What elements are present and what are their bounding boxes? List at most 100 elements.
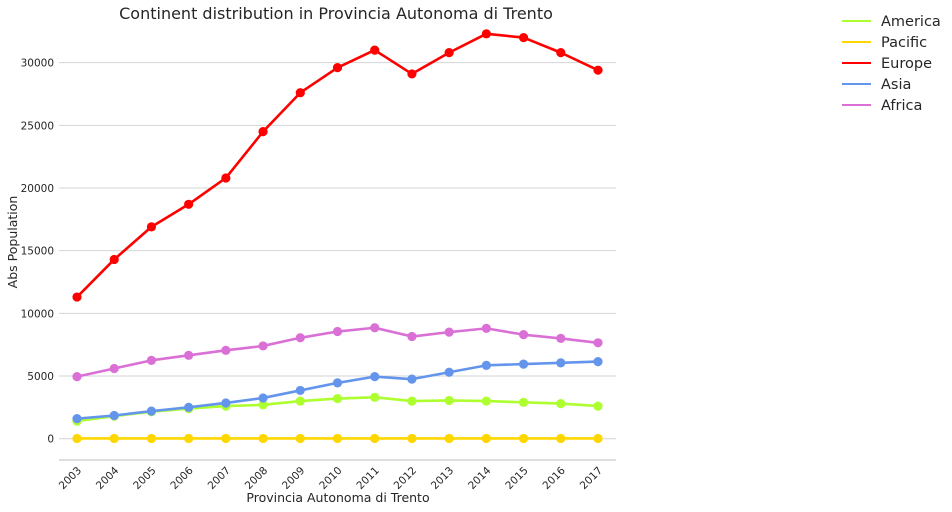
point-america-2011	[370, 392, 380, 402]
legend-item-africa: Africa	[842, 98, 922, 114]
point-europe-2009	[295, 88, 305, 98]
y-tick-15000: 15000	[21, 246, 54, 258]
point-africa-2009	[295, 333, 305, 343]
legend-label-europe: Europe	[881, 56, 932, 72]
y-tick-20000: 20000	[21, 183, 54, 195]
point-europe-2011	[370, 45, 380, 55]
point-europe-2010	[332, 63, 343, 73]
point-europe-2016	[556, 48, 566, 58]
point-europe-2017	[593, 65, 603, 75]
point-europe-2004	[109, 254, 119, 265]
x-tick-2011: 2011	[354, 465, 381, 492]
series-asia	[72, 357, 603, 424]
point-africa-2003	[72, 372, 82, 382]
point-pacific-2009	[295, 433, 305, 444]
y-tick-labels: 0 5000 10000 15000 20000 25000 30000	[21, 58, 54, 446]
point-pacific-2017	[593, 433, 603, 444]
point-asia-2016	[556, 358, 566, 368]
point-africa-2011	[370, 323, 380, 333]
point-america-2014	[481, 396, 491, 406]
point-america-2012	[407, 396, 417, 406]
y-axis-label: Abs Population	[5, 196, 20, 289]
point-africa-2016	[556, 333, 566, 344]
point-asia-2004	[109, 410, 119, 421]
point-asia-2007	[221, 398, 231, 408]
point-pacific-2010	[332, 433, 343, 444]
point-europe-2005	[146, 222, 157, 232]
point-africa-2013	[444, 327, 454, 337]
y-tick-25000: 25000	[21, 120, 54, 132]
x-tick-2009: 2009	[280, 465, 307, 492]
point-america-2015	[518, 397, 529, 407]
point-asia-2014	[481, 360, 491, 370]
x-tick-2003: 2003	[57, 465, 84, 492]
point-africa-2017	[593, 338, 603, 348]
x-tick-2012: 2012	[392, 465, 419, 492]
x-tick-2004: 2004	[94, 464, 122, 492]
series-europe	[72, 29, 603, 302]
series-group	[72, 29, 603, 444]
point-america-2009	[295, 396, 305, 406]
grid	[59, 62, 616, 440]
x-tick-2007: 2007	[206, 465, 233, 492]
point-europe-2015	[518, 32, 529, 43]
point-africa-2006	[184, 350, 194, 360]
legend-item-pacific: Pacific	[842, 35, 927, 51]
point-africa-2007	[221, 345, 231, 355]
legend-item-america: America	[842, 14, 941, 30]
point-pacific-2004	[109, 433, 119, 444]
point-pacific-2003	[72, 433, 82, 444]
legend-label-pacific: Pacific	[881, 35, 927, 51]
point-africa-2010	[332, 326, 343, 337]
point-europe-2008	[258, 126, 268, 137]
point-europe-2012	[407, 69, 417, 79]
x-axis-label: Provincia Autonoma di Trento	[246, 490, 429, 505]
x-tick-2005: 2005	[131, 465, 158, 492]
point-pacific-2011	[370, 433, 380, 444]
point-africa-2015	[518, 330, 529, 340]
legend-item-europe: Europe	[842, 56, 932, 72]
x-tick-2013: 2013	[429, 465, 456, 492]
point-pacific-2015	[518, 433, 529, 444]
x-tick-2006: 2006	[168, 464, 196, 492]
point-america-2008	[258, 400, 268, 410]
point-europe-2006	[184, 199, 194, 209]
point-asia-2005	[146, 406, 157, 416]
series-line-europe	[76, 32, 599, 298]
point-europe-2013	[444, 48, 454, 58]
point-pacific-2007	[221, 433, 231, 444]
x-tick-2008: 2008	[243, 465, 270, 492]
point-america-2017	[593, 401, 603, 411]
series-pacific	[72, 433, 603, 444]
point-pacific-2006	[184, 433, 194, 444]
point-asia-2006	[184, 402, 194, 412]
point-africa-2008	[258, 341, 268, 351]
series-africa	[72, 323, 603, 382]
y-tick-10000: 10000	[21, 308, 54, 320]
point-america-2010	[332, 393, 343, 404]
legend-label-america: America	[881, 14, 941, 30]
legend-label-asia: Asia	[881, 77, 911, 93]
point-america-2016	[556, 398, 566, 409]
point-europe-2007	[221, 173, 231, 183]
point-europe-2014	[481, 29, 491, 39]
chart-title: Continent distribution in Provincia Auto…	[119, 4, 553, 23]
point-africa-2005	[146, 355, 157, 365]
point-america-2013	[444, 395, 454, 406]
point-pacific-2016	[556, 433, 566, 444]
point-asia-2017	[593, 357, 603, 367]
point-asia-2012	[407, 374, 417, 384]
point-pacific-2012	[407, 433, 417, 444]
point-asia-2011	[370, 372, 380, 382]
y-tick-30000: 30000	[21, 58, 54, 70]
point-pacific-2014	[481, 433, 491, 444]
y-tick-0: 0	[47, 434, 54, 446]
x-tick-2010: 2010	[317, 465, 344, 492]
point-africa-2012	[407, 331, 417, 342]
x-tick-2014: 2014	[466, 464, 494, 492]
point-pacific-2005	[146, 433, 157, 444]
x-tick-2017: 2017	[578, 465, 605, 492]
point-asia-2015	[518, 359, 529, 369]
point-europe-2003	[72, 292, 82, 302]
legend-label-africa: Africa	[881, 98, 922, 114]
